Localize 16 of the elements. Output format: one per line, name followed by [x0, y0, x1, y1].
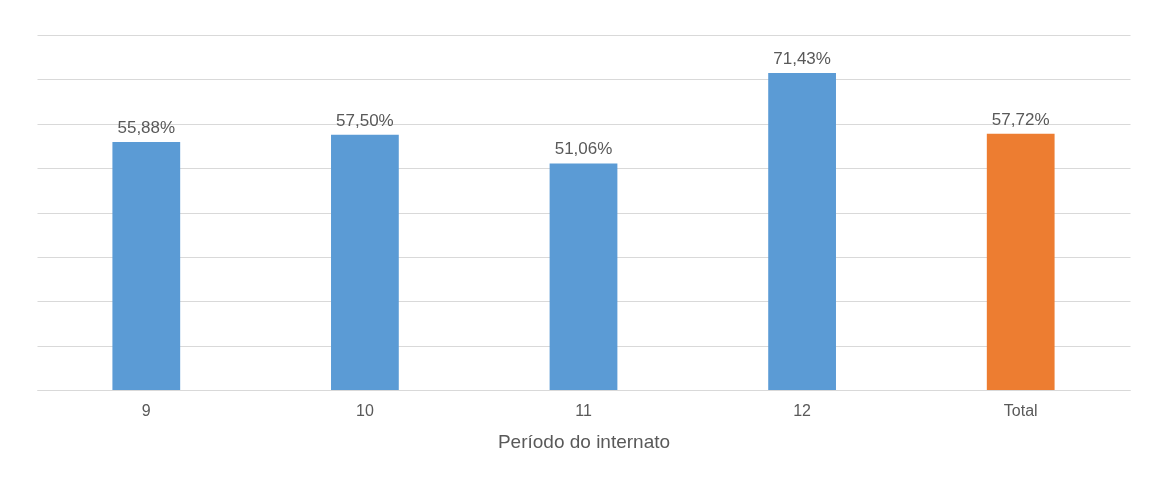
- x-tick-label: 10: [356, 401, 374, 419]
- data-label: 55,88%: [117, 118, 176, 138]
- bar: [112, 142, 181, 390]
- x-tick-label: 11: [575, 401, 592, 419]
- x-axis-title: Período do internato: [497, 430, 671, 452]
- x-tick-label: 9: [141, 401, 151, 419]
- bar: [768, 73, 836, 390]
- data-label: 57,72%: [991, 109, 1050, 129]
- x-tick-label: Total: [1003, 401, 1038, 419]
- data-label: 51,06%: [554, 139, 613, 159]
- bar: [986, 133, 1055, 390]
- x-tick-label: 12: [793, 401, 812, 419]
- bar: [549, 163, 618, 390]
- bar: [331, 134, 399, 390]
- data-label: 71,43%: [773, 49, 831, 69]
- data-label: 57,50%: [336, 110, 394, 130]
